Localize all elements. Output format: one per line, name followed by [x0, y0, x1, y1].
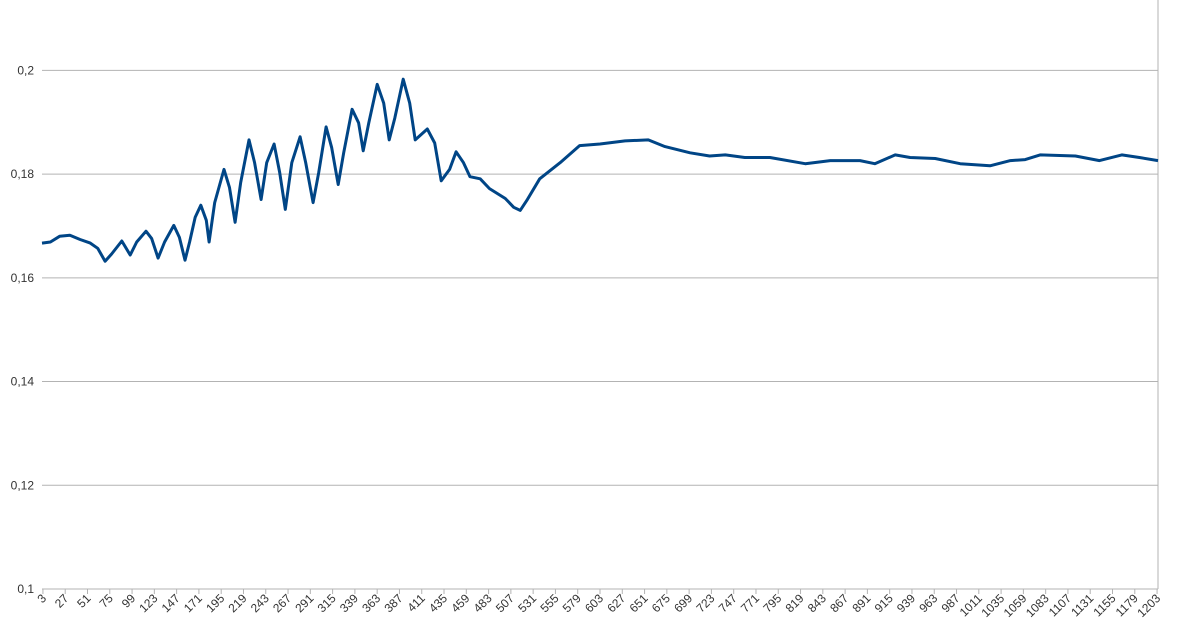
x-tick-label: 291 [292, 591, 316, 615]
x-tick-label: 891 [849, 591, 873, 615]
x-tick-label: 723 [693, 591, 717, 615]
x-tick-label: 939 [894, 591, 918, 615]
x-tick-label: 243 [248, 591, 272, 615]
x-tick-label: 819 [783, 591, 807, 615]
x-tick-label: 483 [471, 591, 495, 615]
x-tick-label: 555 [537, 591, 561, 615]
y-tick-label: 0,12 [11, 478, 35, 492]
x-tick-label: 1131 [1068, 591, 1096, 619]
x-tick-label: 915 [872, 591, 896, 615]
x-tick-label: 1083 [1023, 591, 1052, 620]
x-tick-label: 1107 [1046, 591, 1074, 619]
x-tick-label: 843 [805, 591, 829, 615]
x-tick-label: 1059 [1001, 591, 1030, 620]
x-tick-label: 195 [203, 591, 227, 615]
y-tick-label: 0,14 [11, 375, 35, 389]
x-tick-label: 315 [315, 591, 339, 615]
x-tick-label: 435 [426, 591, 450, 615]
x-tick-label: 795 [760, 591, 784, 615]
x-tick-label: 1155 [1090, 591, 1118, 619]
x-tick-label: 1203 [1134, 591, 1163, 620]
x-tick-label: 963 [916, 591, 940, 615]
y-tick-label: 0,1 [17, 582, 34, 596]
x-tick-label: 387 [382, 591, 406, 615]
x-tick-label: 627 [604, 591, 628, 615]
x-tick-label: 147 [159, 591, 183, 615]
x-tick-label: 339 [337, 591, 361, 615]
y-tick-label: 0,2 [17, 63, 34, 77]
y-tick-label: 0,16 [11, 271, 35, 285]
x-tick-label: 411 [404, 591, 428, 615]
x-tick-label: 99 [119, 591, 139, 611]
x-tick-label: 699 [671, 591, 695, 615]
x-tick-label: 75 [97, 591, 117, 611]
x-tick-label: 1035 [978, 591, 1007, 620]
x-tick-label: 3 [34, 591, 49, 606]
x-tick-label: 867 [827, 591, 851, 615]
x-tick-label: 459 [448, 591, 472, 615]
x-tick-label: 1179 [1113, 591, 1141, 619]
x-tick-label: 123 [136, 591, 160, 615]
data-line [41, 77, 1159, 263]
x-tick-label: 579 [560, 591, 584, 615]
y-tick-label: 0,18 [11, 167, 35, 181]
x-tick-label: 51 [74, 591, 94, 611]
x-tick-label: 267 [270, 591, 294, 615]
x-tick-label: 219 [226, 591, 250, 615]
x-tick-label: 27 [52, 591, 72, 611]
x-tick-label: 771 [738, 591, 762, 615]
x-tick-label: 603 [582, 591, 606, 615]
x-tick-label: 507 [493, 591, 517, 615]
x-tick-label: 747 [716, 591, 740, 615]
x-tick-label: 675 [649, 591, 673, 615]
x-tick-label: 531 [515, 591, 539, 615]
x-tick-label: 651 [627, 591, 651, 615]
x-tick-label: 171 [181, 591, 205, 615]
x-tick-label: 363 [359, 591, 383, 615]
x-tick-label: 1011 [957, 591, 985, 619]
